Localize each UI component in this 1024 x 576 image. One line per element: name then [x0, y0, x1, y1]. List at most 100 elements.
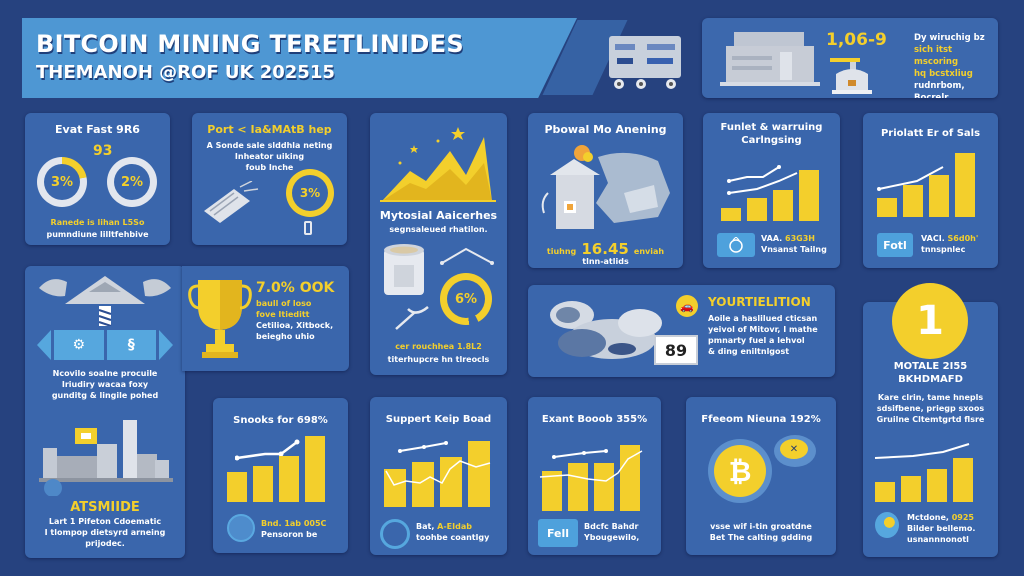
cloud-storm-illustration [550, 301, 662, 359]
vehicle-badge-icon: 🚗 [676, 295, 698, 317]
bar [929, 174, 949, 217]
pbowal-map-card: Pbowal Mo Anening tiuhng 16.45 enviah tl… [528, 113, 683, 268]
mountain-chart-icon [380, 127, 496, 202]
support-chart-card: Suppert Keip Boad Bat, A-EIdab toohbe co… [370, 397, 507, 555]
page-subtitle: THEMANOH @ROF UK 202515 [36, 62, 335, 83]
bar [903, 185, 923, 217]
bar-chart [227, 436, 325, 502]
bar [747, 198, 767, 221]
furnace-icon [830, 58, 872, 94]
bird-bubble-icon: ✕ [774, 435, 816, 467]
card-title: Port < Ia&MAtB hep [207, 123, 332, 136]
trophy-icon [188, 280, 252, 358]
youthelition-card: 89 🚗 YOURTIELITION Aoile a haslilued cti… [528, 285, 835, 377]
card-title: Snooks for 698% [233, 415, 328, 426]
progress-ring: 3% [286, 169, 334, 217]
bitcoin-coin-icon: ₿ [714, 445, 766, 497]
bar [875, 482, 895, 502]
top-right-stat-card: 1,06-9 Dy wiruchig bz sich itst mscoring… [702, 18, 998, 98]
bar [721, 207, 741, 221]
bar-chart [542, 445, 640, 511]
trophy-stat: 7.0% OOK [256, 280, 335, 296]
trend-lines [385, 441, 491, 486]
card-title: Funlet & warruing Carlngsing [720, 122, 823, 146]
event-fast-card: Evat Fast 9R6 93 3% 2% Ranede is lihan L… [25, 113, 170, 245]
bitcoin-card: Ffeeom Nieuna 192% ✕ ₿ vsse wif i-tin gr… [686, 397, 836, 555]
globe-icon [875, 512, 899, 538]
bar [305, 436, 325, 502]
pickaxe-icon [395, 306, 429, 330]
trend-arrow-icon [440, 247, 494, 265]
progress-ring-left: 3% [37, 157, 87, 207]
map-facility-illustration [541, 145, 670, 229]
bar [279, 455, 299, 502]
phone-icon [304, 221, 312, 235]
card-title: Priolatt Er of Sals [880, 128, 981, 139]
youthelition-title: YOURTIELITION [708, 295, 811, 309]
gear-icon: ⚙ [54, 330, 104, 360]
bar-chart [384, 441, 490, 507]
trend-lines [727, 165, 798, 195]
bar [773, 189, 793, 221]
chain-link-icon: § [106, 330, 156, 360]
bar [620, 445, 640, 511]
card-title: Exant Booob 355% [541, 414, 648, 425]
bar-chart [875, 458, 973, 502]
title-banner: BITCOIN MINING TERETLINIDES THEMANOH @RO… [22, 18, 577, 98]
bar [955, 153, 975, 217]
counter-display: 89 [654, 335, 698, 365]
mining-rig-icon [39, 276, 171, 326]
bar [927, 469, 947, 502]
progress-ring: 6% [440, 273, 492, 325]
card-title: Suppert Keip Boad [385, 414, 492, 425]
card-title: Evat Fast 9R6 [55, 123, 140, 136]
progress-ring-right: 2% [107, 157, 157, 207]
mytosial-card: Mytosial Aaicerhes segnsaleued rhatilon.… [370, 113, 507, 375]
rank-badge: 1 [892, 283, 968, 359]
bar [877, 197, 897, 217]
motale-card: MOTALE 2I55 BKHDMAFD Kare clrin, tame hn… [863, 302, 998, 557]
trophy-card: 7.0% OOK baull of loso fove Itieditt Cet… [182, 266, 349, 371]
bar-chart [877, 153, 975, 217]
mining-truck-illustration [605, 32, 685, 92]
bar [542, 471, 562, 511]
bar [953, 458, 973, 502]
card-title: Ffeeom Nieuna 192% [701, 414, 821, 425]
extant-chart-card: Exant Booob 355% Fell Bdcfc Bahdr Ybouge… [528, 397, 661, 555]
trend-line [874, 443, 970, 459]
top-right-description: Dy wiruchig bz sich itst mscoring hq bcs… [914, 33, 985, 98]
bar [227, 472, 247, 502]
funket-chart-card: Funlet & warruing Carlngsing VAA. 63G3H … [703, 113, 840, 268]
fotl-badge: Fotl [877, 233, 913, 257]
trend-line [877, 166, 944, 191]
card-title: Pbowal Mo Anening [544, 123, 667, 136]
money-bag-badge [717, 233, 755, 257]
support-badge-icon [380, 519, 410, 549]
card-title: Mytosial Aaicerhes [379, 209, 498, 222]
rig-control-panel: ⚙ § [37, 330, 173, 360]
trend-lines [539, 449, 643, 482]
bar [468, 441, 490, 507]
port-help-card: Port < Ia&MAtB hep A Sonde sale slddhla … [192, 113, 347, 245]
shield-badge-icon [227, 514, 255, 542]
trend-line [235, 439, 300, 461]
page-title: BITCOIN MINING TERETLINIDES [36, 30, 464, 58]
event-fast-stat: 93 [93, 143, 113, 159]
bar-chart [721, 161, 819, 221]
card-title: MOTALE 2I55 BKHDMAFD [893, 361, 968, 385]
storage-cylinder-icon [384, 244, 424, 295]
bar [594, 463, 614, 511]
mining-rig-city-card: ⚙ § Ncovilo soalne procuile Iriudiry wac… [25, 266, 185, 558]
prolot-chart-card: Priolatt Er of Sals Fotl VACI. S6d0h' tn… [863, 113, 998, 268]
top-right-stat: 1,06-9 [826, 30, 887, 50]
city-title: ATSMIIDE [70, 500, 140, 515]
panel-right-arrow-icon [159, 330, 173, 360]
snooks-chart-card: Snooks for 698% Bnd. 1ab 005C Pensoron b… [213, 398, 348, 553]
mining-facility-icon [720, 32, 820, 86]
pbowal-stat-line: tiuhng 16.45 enviah [546, 240, 665, 258]
bar [799, 170, 819, 221]
bar [412, 462, 434, 507]
bar [901, 475, 921, 502]
mining-hardware-icon [204, 181, 259, 223]
bitcoin-coin-ring: ₿ [708, 439, 772, 503]
